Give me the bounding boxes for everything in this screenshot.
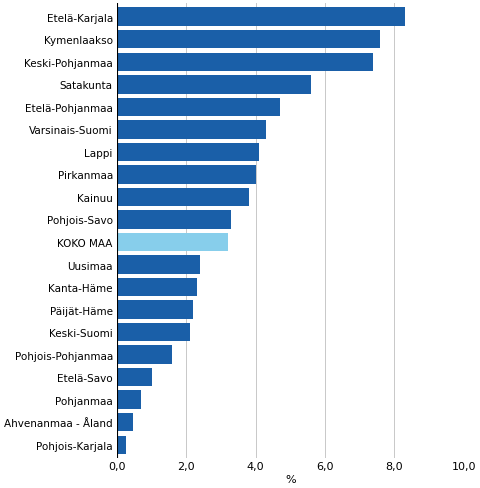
Bar	[117, 166, 256, 184]
Bar	[117, 323, 190, 342]
X-axis label: %: %	[285, 474, 296, 484]
Bar	[117, 391, 141, 409]
Bar	[117, 121, 266, 139]
Bar	[117, 99, 280, 117]
Bar	[117, 31, 380, 49]
Bar	[117, 53, 373, 72]
Bar	[117, 413, 132, 431]
Bar	[117, 211, 231, 229]
Bar	[117, 368, 152, 386]
Bar	[117, 8, 405, 27]
Bar	[117, 188, 249, 207]
Bar	[117, 76, 311, 94]
Bar	[117, 301, 193, 319]
Bar	[117, 436, 126, 454]
Bar	[117, 143, 259, 162]
Bar	[117, 256, 200, 274]
Bar	[117, 278, 197, 297]
Bar	[117, 233, 228, 252]
Bar	[117, 346, 172, 364]
